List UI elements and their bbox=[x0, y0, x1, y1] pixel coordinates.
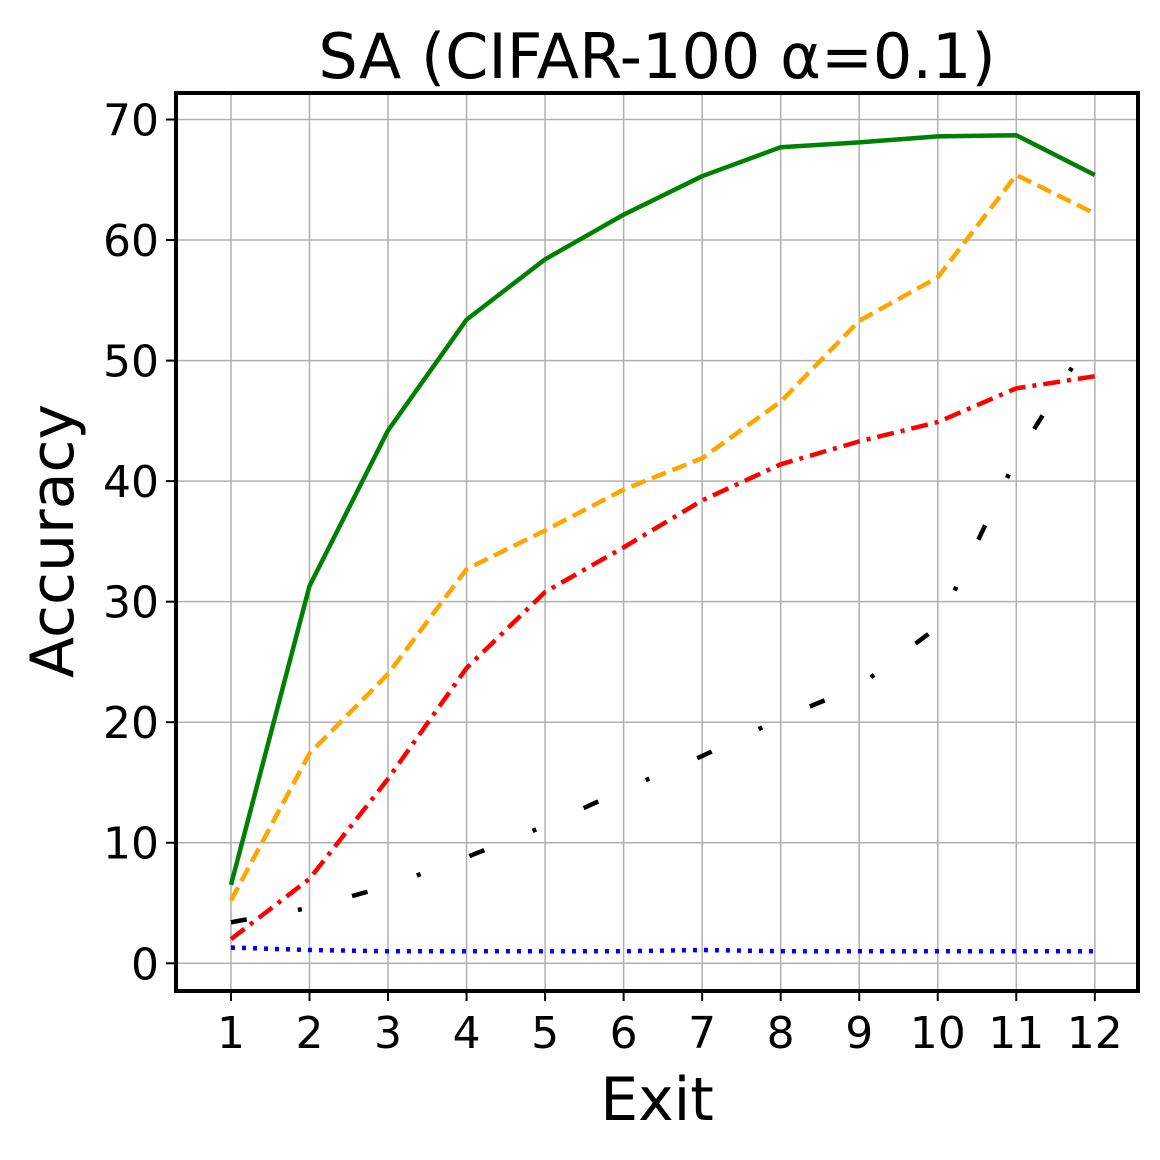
plot-frame bbox=[174, 91, 1140, 993]
series-line-3 bbox=[229, 374, 1096, 941]
x-axis-label: Exit bbox=[600, 1065, 714, 1135]
x-tick-label: 4 bbox=[453, 1008, 481, 1059]
y-tick-label: 40 bbox=[103, 457, 159, 508]
y-tick-label: 50 bbox=[103, 337, 159, 388]
y-axis-label: Accuracy bbox=[18, 404, 88, 678]
x-tick-label: 2 bbox=[296, 1008, 324, 1059]
x-tick-label: 3 bbox=[374, 1008, 402, 1059]
y-tick-label: 20 bbox=[103, 698, 159, 749]
x-tick-label: 12 bbox=[1067, 1008, 1123, 1059]
x-tick-label: 9 bbox=[845, 1008, 873, 1059]
x-tick-label: 7 bbox=[688, 1008, 716, 1059]
series-line-5 bbox=[230, 945, 1095, 954]
x-tick-label: 8 bbox=[767, 1008, 795, 1059]
x-tick-label: 11 bbox=[988, 1008, 1044, 1059]
x-tick-label: 6 bbox=[610, 1008, 638, 1059]
x-tick-label: 5 bbox=[531, 1008, 559, 1059]
x-ticks: 1 2 3 4 5 6 7 8 9 10 11 12 bbox=[217, 991, 1123, 1059]
grid bbox=[176, 93, 1138, 991]
chart-title: SA (CIFAR-100 α=0.1) bbox=[318, 20, 995, 93]
x-tick-label: 1 bbox=[217, 1008, 245, 1059]
y-ticks: 0 10 20 30 40 50 60 70 bbox=[103, 96, 176, 990]
series-layer bbox=[228, 132, 1097, 954]
y-tick-label: 10 bbox=[103, 819, 159, 870]
series-line-2 bbox=[229, 172, 1096, 902]
y-tick-label: 0 bbox=[131, 939, 159, 990]
y-tick-label: 70 bbox=[103, 96, 159, 147]
series-line-1 bbox=[228, 132, 1096, 886]
x-tick-label: 10 bbox=[910, 1008, 966, 1059]
series-line-4 bbox=[230, 329, 1097, 925]
y-tick-label: 60 bbox=[103, 216, 159, 267]
y-tick-label: 30 bbox=[103, 578, 159, 629]
